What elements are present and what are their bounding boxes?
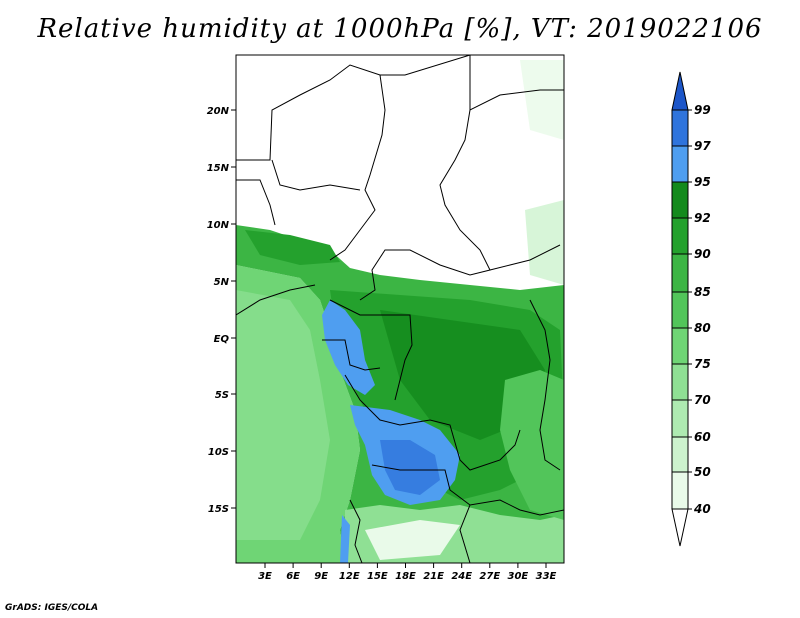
colorbar-segment xyxy=(671,217,689,255)
colorbar-segment xyxy=(671,327,689,365)
lon-tick-label: 30E xyxy=(508,571,529,582)
lat-tick-label: 10N xyxy=(207,220,230,231)
latitude-axis: 20N 15N 10N 5N EQ 5S 10S 15S xyxy=(207,106,236,515)
lon-tick-label: 15E xyxy=(367,571,388,582)
lon-tick-label: 27E xyxy=(479,571,500,582)
lon-tick-label: 9E xyxy=(314,571,328,582)
colorbar-segment xyxy=(671,71,689,111)
lat-tick-label: 10S xyxy=(208,447,229,458)
colorbar-segment xyxy=(671,109,689,147)
map-title: Relative humidity at 1000hPa [%], VT: 20… xyxy=(37,14,763,44)
lon-tick-label: 3E xyxy=(258,571,272,582)
humidity-field xyxy=(236,55,564,563)
colorbar-label: 90 xyxy=(694,247,711,261)
lat-tick-label: 15N xyxy=(207,163,230,174)
colorbar-label: 75 xyxy=(694,357,711,371)
colorbar-label: 70 xyxy=(694,393,711,407)
colorbar-label: 85 xyxy=(694,285,711,299)
lat-tick-label: 5N xyxy=(214,277,230,288)
colorbar-segment xyxy=(671,145,689,183)
country-borders xyxy=(236,55,564,563)
lon-tick-label: 6E xyxy=(286,571,300,582)
lat-tick-label: 15S xyxy=(208,504,229,515)
colorbar: 99 97 95 92 90 85 80 75 70 60 50 40 xyxy=(671,71,711,547)
colorbar-label: 92 xyxy=(694,211,711,225)
map-frame xyxy=(235,54,565,564)
colorbar-segment xyxy=(671,436,689,473)
colorbar-label: 99 xyxy=(694,103,711,117)
colorbar-label: 80 xyxy=(694,321,711,335)
colorbar-segment xyxy=(671,291,689,329)
colorbar-label: 50 xyxy=(694,465,711,479)
lat-tick-label: EQ xyxy=(214,334,230,345)
colorbar-segment xyxy=(671,508,689,547)
grads-credit: GrADS: IGES/COLA xyxy=(5,603,99,613)
lat-tick-label: 5S xyxy=(215,390,229,401)
longitude-axis: 3E 6E 9E 12E 15E 18E 21E 24E 27E 30E 33E xyxy=(258,563,557,582)
lon-tick-label: 18E xyxy=(395,571,416,582)
colorbar-segment xyxy=(671,363,689,401)
colorbar-segment xyxy=(671,471,689,510)
colorbar-segment xyxy=(671,181,689,219)
lat-tick-label: 20N xyxy=(207,106,230,117)
colorbar-label: 40 xyxy=(693,502,711,516)
lon-tick-label: 24E xyxy=(451,571,472,582)
lon-tick-label: 33E xyxy=(536,571,557,582)
lon-tick-label: 21E xyxy=(423,571,444,582)
colorbar-segment xyxy=(671,399,689,438)
colorbar-label: 95 xyxy=(694,175,711,189)
colorbar-label: 97 xyxy=(694,139,711,153)
colorbar-label: 60 xyxy=(694,430,711,444)
colorbar-segment xyxy=(671,253,689,293)
lon-tick-label: 12E xyxy=(339,571,360,582)
